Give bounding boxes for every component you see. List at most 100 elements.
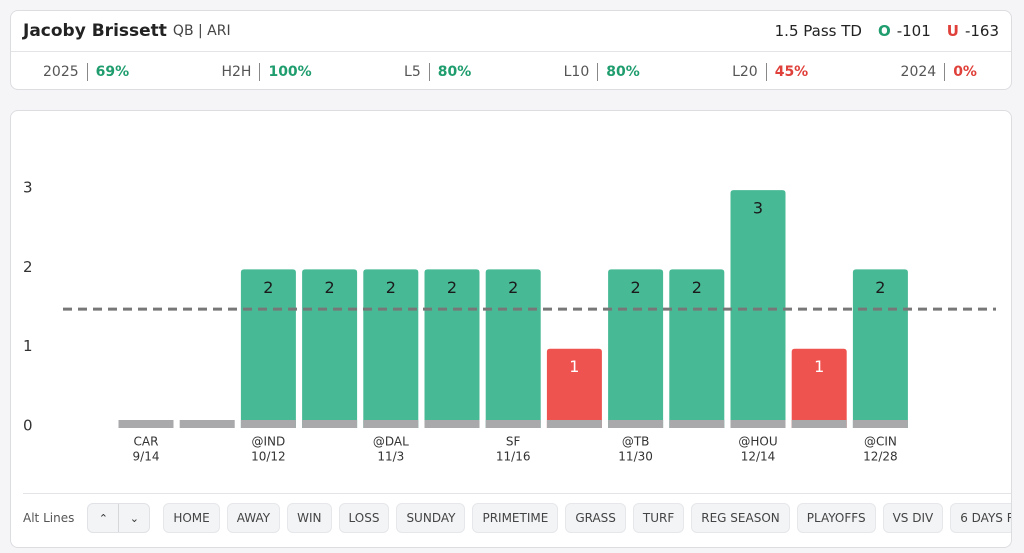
filter-chip[interactable]: WIN [287,503,332,533]
filter-chip[interactable]: REG SEASON [691,503,790,533]
bar [791,348,847,428]
x-tick-label: @TB [622,435,650,449]
chart: 0123CAR9/14@IND10/12@DAL11/3SF11/16@TB11… [23,179,996,464]
separator [765,63,767,81]
filter-chip[interactable]: GRASS [565,503,626,533]
bar-base [363,420,419,428]
bar-value-label: 2 [263,278,273,297]
filter-chip[interactable]: SUNDAY [396,503,466,533]
hit-rate[interactable]: L5 80% [404,63,471,81]
prop-line: 1.5 Pass TD [774,22,862,40]
bar-value-label: 2 [447,278,457,297]
bar-base [118,420,174,428]
hit-rate-value: 100% [268,64,312,80]
bar-base [240,420,296,428]
over-odds: -101 [896,22,931,40]
hit-rate[interactable]: 2024 0% [901,63,977,81]
filter-chip[interactable]: VS DIV [882,503,944,533]
y-tick-label: 2 [23,258,33,276]
bar [363,269,419,428]
filter-chip[interactable]: AWAY [226,503,281,533]
filter-chip[interactable]: 6 DAYS REST [950,503,1011,533]
bar [546,348,602,428]
filter-chip[interactable]: PRIMETIME [472,503,559,533]
bar-value-label: 2 [325,278,335,297]
x-tick-label: @CIN [864,435,897,449]
x-tick-label: @DAL [373,435,409,449]
bar-value-label: 3 [753,199,763,218]
under-odds: -163 [964,22,999,40]
hit-rate[interactable]: 2025 69% [43,63,129,81]
hit-rate-value: 0% [953,64,977,80]
x-tick-date: 10/12 [251,450,286,464]
bar-base [485,420,541,428]
filter-chip[interactable]: LOSS [338,503,390,533]
hit-rate-label: 2024 [900,64,937,80]
x-tick-label: @IND [252,435,286,449]
hit-rate-value: 80% [437,64,472,80]
hit-rate-label: 2025 [43,64,79,80]
hit-rate-label: L20 [732,64,758,80]
alt-line-stepper: ⌃ ⌄ [87,503,151,533]
hit-rates: 2025 69% H2H 100% L5 80% L10 80% L20 45% 2024 0% [11,52,1011,92]
separator [944,63,946,81]
bar-value-label: 1 [569,357,579,376]
x-tick-label: SF [506,435,521,449]
bar-base [179,420,235,428]
bar-value-label: 2 [508,278,518,297]
hit-rate-label: H2H [221,64,252,80]
bar-value-label: 2 [631,278,641,297]
header: Jacoby Brissett QB | ARI 1.5 Pass TD O -… [11,11,1011,52]
bar [302,269,358,428]
bar-value-label: 1 [814,357,824,376]
bar-base [608,420,664,428]
y-tick-label: 3 [23,179,33,197]
player-position: QB | ARI [172,23,231,39]
x-tick-date: 11/30 [618,450,653,464]
filter-chip[interactable]: PLAYOFFS [796,503,876,533]
over-label: O [877,22,891,40]
bar-value-label: 2 [875,278,885,297]
y-tick-label: 1 [23,337,33,355]
under-label: U [946,22,959,40]
x-tick-date: 9/14 [133,450,160,464]
separator [86,63,88,81]
line-up[interactable]: ⌃ [98,511,108,525]
hit-rate-value: 69% [95,64,130,80]
prop-card: Jacoby Brissett QB | ARI 1.5 Pass TD O -… [10,10,1012,90]
hit-rate-value: 45% [774,64,809,80]
x-tick-label: CAR [134,435,159,449]
hit-rate[interactable]: L10 80% [564,63,640,81]
bar-value-label: 2 [386,278,396,297]
hit-rate-value: 80% [606,64,640,80]
x-tick-label: @HOU [738,435,777,449]
hit-rate[interactable]: L20 45% [732,63,808,81]
odds: 1.5 Pass TD O -101 U -163 [775,22,999,40]
separator [259,63,261,81]
bar-base [302,420,358,428]
x-tick-date: 11/3 [377,450,404,464]
bar-base [669,420,725,428]
hit-rate-label: L10 [563,64,590,80]
hit-rate-label: L5 [404,64,421,80]
bar-base [546,420,602,428]
x-tick-date: 11/16 [496,450,531,464]
separator [428,63,430,81]
chart-card: 0 1 2 3 CAR 9/14 @IND 10/12 @DAL 11/3 SF 11/16 @TB 11… [10,110,1012,548]
line-down[interactable]: ⌄ [118,504,149,532]
bar-base [791,420,847,428]
separator [597,63,599,81]
bar-base [730,420,786,428]
bar-base [424,420,480,428]
filter-chip[interactable]: HOME [163,503,220,533]
bar-value-label: 2 [692,278,702,297]
filter-chip[interactable]: TURF [632,503,685,533]
x-tick-date: 12/28 [863,450,898,464]
hit-rate[interactable]: H2H 100% [221,63,312,81]
x-tick-date: 12/14 [741,450,776,464]
bar [240,269,296,428]
player-name: Jacoby Brissett [23,21,167,41]
y-tick-label: 0 [23,417,33,435]
bar-base [852,420,908,428]
